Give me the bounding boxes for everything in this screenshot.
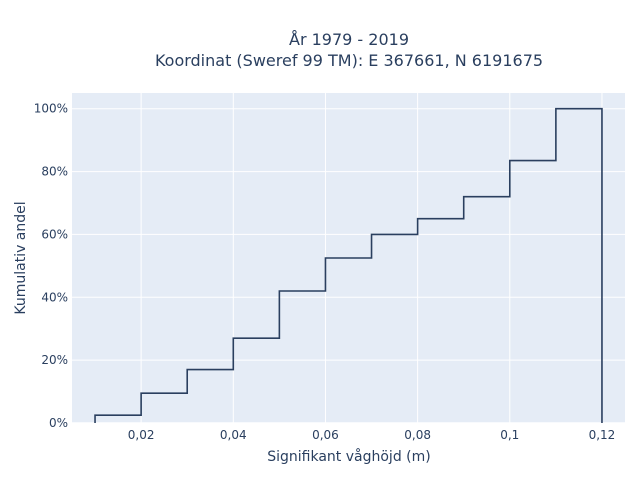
x-tick-label-3: 0,08 [404, 428, 431, 442]
x-tick-label-1: 0,04 [220, 428, 247, 442]
y-tick-label-0: 0% [49, 416, 68, 430]
x-tick-label-5: 0,12 [589, 428, 616, 442]
y-tick-label-3: 60% [41, 227, 68, 241]
x-tick-label-0: 0,02 [128, 428, 155, 442]
x-tick-label-4: 0,1 [500, 428, 519, 442]
y-axis-title: Kumulativ andel [13, 201, 29, 314]
chart-title-line1: År 1979 - 2019 [289, 30, 409, 49]
y-tick-labels: 0% 20% 40% 60% 80% 100% [34, 102, 68, 430]
y-tick-label-2: 40% [41, 290, 68, 304]
y-tick-label-4: 80% [41, 165, 68, 179]
x-axis-title: Signifikant våghöjd (m) [267, 448, 430, 465]
y-tick-label-5: 100% [34, 102, 68, 116]
x-tick-labels: 0,02 0,04 0,06 0,08 0,1 0,12 [128, 428, 616, 442]
series-group [94, 107, 603, 423]
y-tick-label-1: 20% [41, 353, 68, 367]
chart-title-line2: Koordinat (Sweref 99 TM): E 367661, N 61… [155, 51, 543, 70]
x-tick-label-2: 0,06 [312, 428, 339, 442]
series-step-line [94, 107, 603, 423]
y-gridlines [72, 108, 625, 424]
